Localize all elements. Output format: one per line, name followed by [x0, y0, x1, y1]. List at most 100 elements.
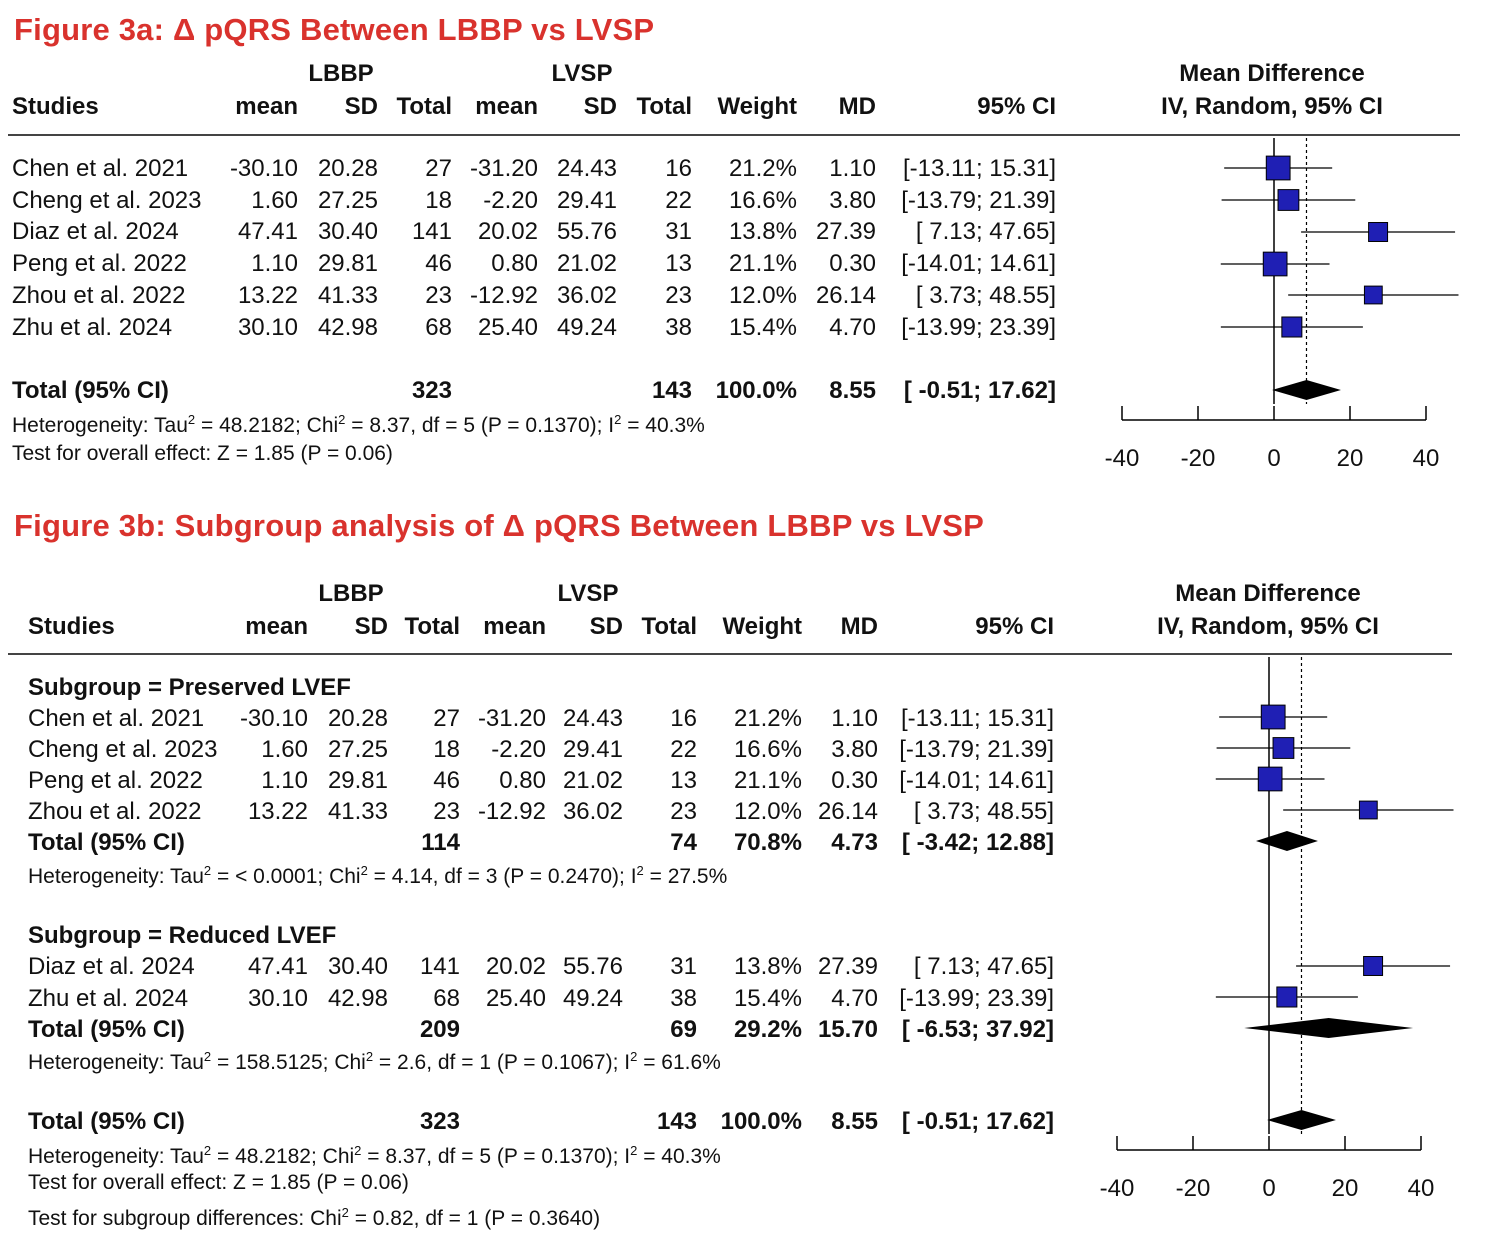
study-row-name: Peng et al. 2022	[12, 250, 187, 277]
subgroup-total-row-weight: 70.8%	[733, 829, 802, 856]
study-row-weight: 13.8%	[728, 218, 797, 245]
study-row-lvsp-mean: -12.92	[469, 282, 538, 309]
subgroup-total-row-ci: [ -3.42; 12.88]	[901, 829, 1054, 856]
subgroup-heterogeneity-text-part: = 2.6, df = 1 (P = 0.1067); I	[373, 1051, 631, 1074]
header-ci: 95% CI	[977, 93, 1056, 120]
header-lvsp-sd: SD	[589, 613, 623, 640]
pooled-diamond	[1256, 831, 1318, 851]
study-row-lvsp-mean: 20.02	[477, 218, 538, 245]
study-row-name: Diaz et al. 2024	[28, 953, 195, 980]
study-row-lvsp-mean: 25.40	[485, 985, 546, 1012]
study-square	[1265, 155, 1291, 181]
study-row-md: 3.80	[829, 187, 876, 214]
study-row-lvsp-total: 38	[670, 985, 697, 1012]
study-row-md: 1.10	[831, 705, 878, 732]
heterogeneity-text: Heterogeneity: Tau2 = 48.2182; Chi2 = 8.…	[12, 413, 705, 436]
study-row-weight: 12.0%	[728, 282, 797, 309]
subgroup-differences-text-part: Test for subgroup differences: Chi	[28, 1207, 342, 1230]
header-lbbp: LBBP	[318, 580, 384, 607]
study-square	[1368, 222, 1389, 242]
study-row-md: 4.70	[829, 314, 876, 341]
heterogeneity-text-part: Heterogeneity: Tau	[12, 414, 188, 437]
x-tick-label: -40	[1100, 1175, 1135, 1202]
superscript-2: 2	[630, 1143, 638, 1158]
study-row-lbbp-sd: 30.40	[317, 218, 378, 245]
study-row-lvsp-total: 38	[665, 314, 692, 341]
study-row-lbbp-sd: 20.28	[327, 705, 388, 732]
total-row-lbbp-total: 323	[411, 377, 452, 404]
study-row-lvsp-sd: 24.43	[556, 155, 617, 182]
superscript-2: 2	[338, 412, 346, 427]
study-square	[1262, 251, 1288, 277]
x-tick-label: 20	[1332, 1175, 1359, 1202]
subgroup-heterogeneity-text-part: = 158.5125; Chi	[211, 1051, 366, 1074]
subgroup-heterogeneity-text: Heterogeneity: Tau2 = 158.5125; Chi2 = 2…	[28, 1050, 721, 1073]
study-square	[1272, 737, 1295, 759]
overall-effect-text: Test for overall effect: Z = 1.85 (P = 0…	[28, 1171, 409, 1194]
header-lbbp-total: Total	[404, 613, 460, 640]
header-effect-measure: Mean Difference	[1179, 60, 1365, 87]
total-row-weight: 100.0%	[715, 377, 797, 404]
study-row-lvsp-mean: 0.80	[491, 250, 538, 277]
header-lbbp-mean: mean	[245, 613, 308, 640]
study-row-name: Cheng et al. 2023	[28, 736, 218, 763]
study-row-lvsp-sd: 49.24	[556, 314, 617, 341]
subgroup-total-row-md: 15.70	[817, 1016, 878, 1043]
x-tick-label: 40	[1413, 445, 1440, 472]
x-tick-label: -40	[1105, 445, 1140, 472]
study-row-ci: [-14.01; 14.61]	[899, 767, 1054, 794]
study-row-name: Chen et al. 2021	[12, 155, 189, 182]
study-row-md: 0.30	[829, 250, 876, 277]
subgroup-heterogeneity-text-part: = 61.6%	[637, 1051, 721, 1074]
study-row-lbbp-mean: 30.10	[247, 985, 308, 1012]
study-row-md: 1.10	[829, 155, 876, 182]
heterogeneity-text-part: = 48.2182; Chi	[195, 414, 339, 437]
study-row-weight: 15.4%	[728, 314, 797, 341]
subgroup-total-row-lvsp-total: 69	[670, 1016, 697, 1043]
subgroup-heterogeneity-text-part: = 4.14, df = 3 (P = 0.2470); I	[367, 865, 637, 888]
study-row-md: 4.70	[831, 985, 878, 1012]
header-lvsp-mean: mean	[483, 613, 546, 640]
header-lbbp-mean: mean	[235, 93, 298, 120]
study-row-ci: [ 7.13; 47.65]	[913, 953, 1054, 980]
subgroup-total-row-ci: [ -6.53; 37.92]	[901, 1016, 1054, 1043]
x-tick-label: 20	[1337, 445, 1364, 472]
header-lbbp: LBBP	[308, 60, 374, 87]
study-row-lbbp-total: 23	[425, 282, 452, 309]
total-row-name: Total (95% CI)	[12, 377, 169, 404]
study-row-name: Diaz et al. 2024	[12, 218, 179, 245]
study-row-lbbp-mean: -30.10	[229, 155, 298, 182]
study-square	[1276, 986, 1298, 1008]
study-square	[1277, 189, 1300, 211]
study-row-lvsp-total: 23	[670, 798, 697, 825]
study-row-name: Zhou et al. 2022	[12, 282, 186, 309]
total-row-lvsp-total: 143	[656, 1108, 697, 1135]
study-row-name: Cheng et al. 2023	[12, 187, 202, 214]
subgroup-total-row-md: 4.73	[831, 829, 878, 856]
study-row-lvsp-sd: 55.76	[562, 953, 623, 980]
total-row-name: Total (95% CI)	[28, 1108, 185, 1135]
heterogeneity-text-part: = 40.3%	[621, 414, 705, 437]
study-row-lbbp-total: 141	[419, 953, 460, 980]
study-row-lbbp-sd: 27.25	[317, 187, 378, 214]
study-row-lbbp-sd: 42.98	[317, 314, 378, 341]
study-row-lbbp-total: 18	[425, 187, 452, 214]
study-row-weight: 13.8%	[733, 953, 802, 980]
study-row-name: Zhou et al. 2022	[28, 798, 202, 825]
x-tick-label: 40	[1408, 1175, 1435, 1202]
x-tick-label: -20	[1176, 1175, 1211, 1202]
heterogeneity-text-part: Heterogeneity: Tau	[28, 1145, 204, 1168]
study-row-lbbp-sd: 42.98	[327, 985, 388, 1012]
heterogeneity-text-part: = 8.37, df = 5 (P = 0.1370); I	[345, 414, 615, 437]
heterogeneity-text-part: = 48.2182; Chi	[211, 1145, 355, 1168]
total-row-lbbp-total: 323	[419, 1108, 460, 1135]
study-row-lbbp-sd: 41.33	[317, 282, 378, 309]
study-row-lbbp-total: 68	[425, 314, 452, 341]
study-row-md: 26.14	[817, 798, 878, 825]
study-row-ci: [-13.11; 15.31]	[901, 705, 1054, 732]
subgroup-total-row-name: Total (95% CI)	[28, 1016, 185, 1043]
total-row-ci: [ -0.51; 17.62]	[901, 1108, 1054, 1135]
subgroup-total-row-lvsp-total: 74	[670, 829, 697, 856]
total-row-md: 8.55	[829, 377, 876, 404]
